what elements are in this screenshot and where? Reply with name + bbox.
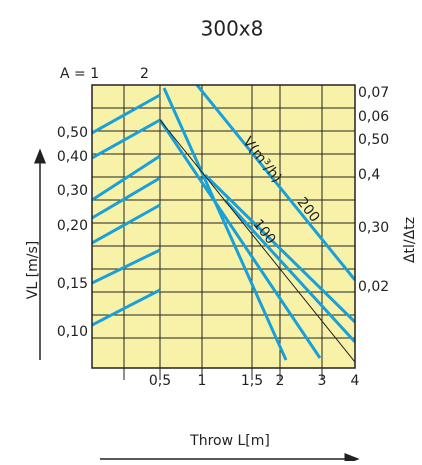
y2-tick-label: 0,50 [358, 132, 389, 148]
x-tick-label: 3 [318, 373, 327, 389]
y2-tick-label: 0,4 [358, 167, 380, 183]
y-axis-title: VL [m/s] [25, 241, 41, 299]
x-tick-label: 1,5 [241, 373, 263, 389]
x-tick-label: 4 [351, 373, 360, 389]
y-tick-label: 0,30 [57, 183, 88, 199]
y-tick-label: 0,10 [57, 324, 88, 340]
y2-tick-label: 0,07 [358, 85, 389, 101]
y-tick-label: 0,20 [57, 218, 88, 234]
x-tick-label: 1 [198, 373, 207, 389]
y-tick-label: 0,50 [57, 125, 88, 141]
x-axis-title: Throw L[m] [189, 433, 270, 449]
y2-tick-label: 0,02 [358, 279, 389, 295]
y-tick-label: 0,15 [57, 276, 88, 292]
top-label: 2 [140, 66, 149, 82]
y2-tick-label: 0,06 [358, 109, 389, 125]
y2-tick-label: 0,30 [358, 220, 389, 236]
y-tick-label: 0,40 [57, 149, 88, 165]
x-tick-label: 0,5 [149, 373, 171, 389]
plot-area [92, 85, 355, 368]
x-tick-label: 2 [276, 373, 285, 389]
y2-axis-title: Δtl/Δtz [402, 217, 418, 263]
grid [92, 85, 355, 380]
top-label: A = 1 [60, 66, 99, 82]
chart-title: 300x8 [201, 17, 264, 41]
curves [92, 85, 355, 363]
